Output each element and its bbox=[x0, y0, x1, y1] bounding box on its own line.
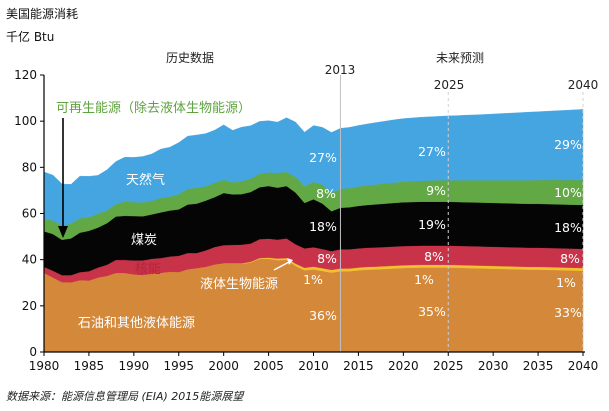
y-tick-label: 100 bbox=[14, 114, 37, 128]
x-tick-label: 1985 bbox=[74, 359, 105, 373]
x-tick-label: 1980 bbox=[29, 359, 60, 373]
share-2013-oil: 36% bbox=[309, 308, 337, 323]
biofuel-arrow bbox=[273, 258, 293, 271]
share-2040-coal: 18% bbox=[554, 220, 582, 235]
label-forecast: 未来预测 bbox=[436, 51, 484, 65]
x-tick-label: 2025 bbox=[433, 359, 464, 373]
y-tick-label: 120 bbox=[14, 68, 37, 82]
share-2025-nuclear: 8% bbox=[424, 249, 444, 264]
x-tick-label: 2040 bbox=[568, 359, 599, 373]
series-label-coal: 煤炭 bbox=[131, 233, 157, 248]
share-2013-biofuel: 1% bbox=[303, 272, 323, 287]
y-tick-label: 60 bbox=[22, 207, 37, 221]
chart-unit: 千亿 Btu bbox=[6, 29, 54, 44]
share-2040-renewables: 10% bbox=[554, 185, 582, 200]
share-2040-gas: 29% bbox=[554, 137, 582, 152]
source-note: 数据来源：能源信息管理局 (EIA) 2015能源展望 bbox=[6, 390, 245, 403]
label-year-2013: 2013 bbox=[325, 63, 356, 77]
renewables-arrow bbox=[58, 118, 68, 238]
x-tick-label: 2005 bbox=[253, 359, 284, 373]
chart-title: 美国能源消耗 bbox=[6, 7, 78, 21]
series-label-renewables: 可再生能源（除去液体生物能源） bbox=[56, 101, 251, 116]
series-label-oil: 石油和其他液体能源 bbox=[78, 316, 195, 331]
series-label-biofuel: 液体生物能源 bbox=[200, 277, 278, 292]
x-tick-label: 2020 bbox=[388, 359, 419, 373]
share-2025-biofuel: 1% bbox=[414, 272, 434, 287]
series-label-gas: 天然气 bbox=[126, 172, 165, 188]
share-labels: 27% 8% 18% 8% 1% 36% 27% 9% 19% 8% 1% 35… bbox=[303, 137, 582, 323]
share-2025-coal: 19% bbox=[418, 217, 446, 232]
x-tick-label: 2030 bbox=[478, 359, 509, 373]
share-2025-renewables: 9% bbox=[426, 183, 446, 198]
x-tick-label: 1990 bbox=[119, 359, 150, 373]
share-2013-nuclear: 8% bbox=[317, 251, 337, 266]
share-2040-nuclear: 8% bbox=[560, 251, 580, 266]
share-2013-gas: 27% bbox=[309, 150, 337, 165]
x-tick-label: 2010 bbox=[298, 359, 329, 373]
x-tick-label: 2035 bbox=[523, 359, 554, 373]
y-tick-label: 20 bbox=[22, 299, 37, 313]
share-2040-biofuel: 1% bbox=[556, 275, 576, 290]
x-tick-label: 2000 bbox=[208, 359, 239, 373]
share-2025-oil: 35% bbox=[418, 304, 446, 319]
series-label-nuclear: 核能 bbox=[135, 262, 161, 277]
x-tick-label: 1995 bbox=[163, 359, 194, 373]
y-tick-label: 80 bbox=[22, 160, 37, 174]
y-tick-label: 40 bbox=[22, 253, 37, 267]
period-dividers bbox=[339, 75, 584, 352]
share-2040-oil: 33% bbox=[554, 305, 582, 320]
share-2025-gas: 27% bbox=[418, 144, 446, 159]
area-gas bbox=[43, 109, 584, 226]
y-tick-label: 0 bbox=[29, 345, 37, 359]
label-year-2025: 2025 bbox=[434, 78, 465, 92]
share-2013-renewables: 8% bbox=[316, 186, 336, 201]
share-2013-coal: 18% bbox=[309, 219, 337, 234]
label-history: 历史数据 bbox=[166, 50, 214, 65]
x-tick-label: 2015 bbox=[343, 359, 374, 373]
label-year-2040: 2040 bbox=[568, 78, 599, 92]
